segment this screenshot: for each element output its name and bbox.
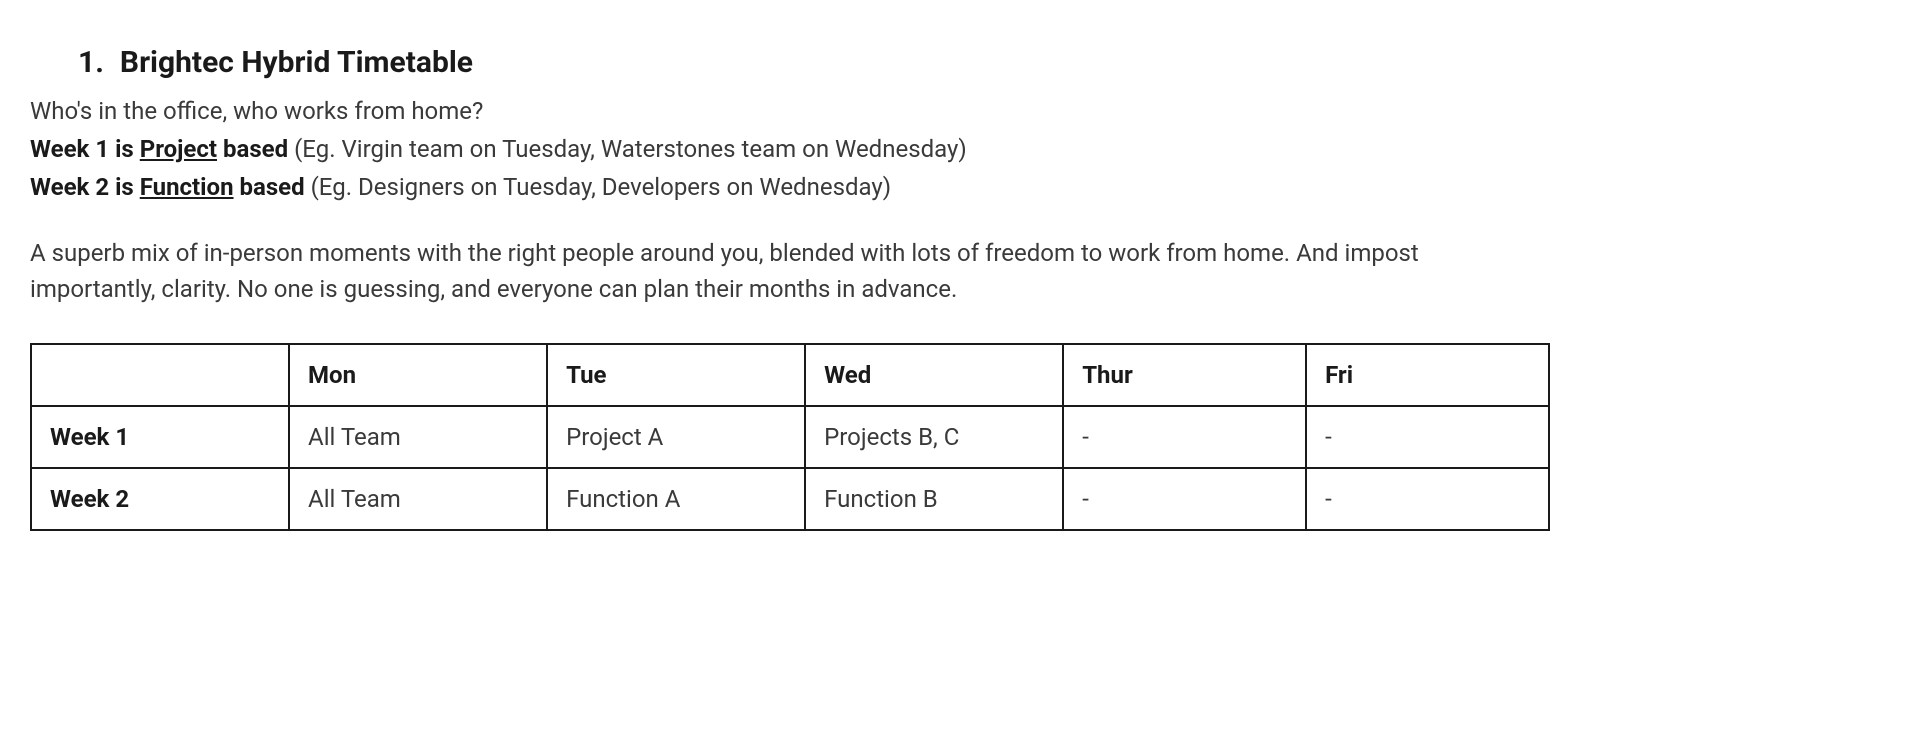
cell-week1-wed: Projects B, C — [805, 406, 1063, 468]
cell-week1-fri: - — [1306, 406, 1549, 468]
week2-rest: (Eg. Designers on Tuesday, Developers on… — [305, 173, 891, 201]
row-label-week1: Week 1 — [31, 406, 289, 468]
week1-prefix: Week 1 is — [30, 135, 140, 163]
cell-week1-tue: Project A — [547, 406, 805, 468]
row-label-week2: Week 2 — [31, 468, 289, 530]
week2-key: Function — [140, 173, 234, 201]
section-heading: 1. Brightec Hybrid Timetable — [78, 40, 1890, 85]
timetable: Mon Tue Wed Thur Fri Week 1 All Team Pro… — [30, 343, 1550, 531]
col-thur: Thur — [1063, 344, 1306, 406]
cell-week1-mon: All Team — [289, 406, 547, 468]
description-paragraph: A superb mix of in-person moments with t… — [30, 235, 1530, 307]
week1-rest: (Eg. Virgin team on Tuesday, Waterstones… — [288, 135, 967, 163]
intro-question: Who's in the office, who works from home… — [30, 93, 1890, 129]
spacer — [30, 207, 1890, 235]
table-header-row: Mon Tue Wed Thur Fri — [31, 344, 1549, 406]
cell-week2-tue: Function A — [547, 468, 805, 530]
week2-line: Week 2 is Function based (Eg. Designers … — [30, 169, 1890, 205]
cell-week2-wed: Function B — [805, 468, 1063, 530]
cell-week2-mon: All Team — [289, 468, 547, 530]
heading-number: 1. — [78, 40, 104, 85]
col-mon: Mon — [289, 344, 547, 406]
col-wed: Wed — [805, 344, 1063, 406]
col-fri: Fri — [1306, 344, 1549, 406]
table-row: Week 2 All Team Function A Function B - … — [31, 468, 1549, 530]
heading-title: Brightec Hybrid Timetable — [120, 40, 473, 85]
week1-mid: based — [217, 135, 288, 163]
week1-line: Week 1 is Project based (Eg. Virgin team… — [30, 131, 1890, 167]
cell-week1-thur: - — [1063, 406, 1306, 468]
week1-key: Project — [140, 135, 217, 163]
week2-mid: based — [234, 173, 305, 201]
timetable-wrapper: Mon Tue Wed Thur Fri Week 1 All Team Pro… — [30, 343, 1890, 531]
week2-prefix: Week 2 is — [30, 173, 140, 201]
cell-week2-fri: - — [1306, 468, 1549, 530]
cell-week2-thur: - — [1063, 468, 1306, 530]
table-row: Week 1 All Team Project A Projects B, C … — [31, 406, 1549, 468]
col-tue: Tue — [547, 344, 805, 406]
col-blank — [31, 344, 289, 406]
